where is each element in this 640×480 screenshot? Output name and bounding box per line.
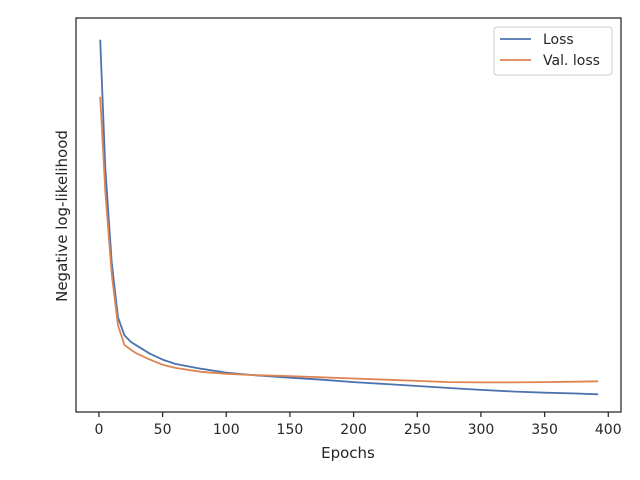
legend-label-loss: Loss [543, 32, 574, 48]
x-tick-label: 200 [340, 422, 367, 438]
x-tick-label: 100 [213, 422, 240, 438]
x-tick-label: 300 [468, 422, 495, 438]
x-axis-label: Epochs [321, 444, 375, 462]
x-tick-label: 400 [595, 422, 622, 438]
legend-label-val-loss: Val. loss [543, 53, 600, 69]
x-tick-label: 0 [94, 422, 103, 438]
plot-frame [75, 17, 622, 413]
plot-background [76, 18, 621, 412]
y-axis-label: Negative log-likelihood [53, 130, 71, 302]
x-tick-label: 350 [531, 422, 558, 438]
x-axis-ticks: 0 50 100 150 200 250 300 350 400 [94, 412, 622, 438]
series-line-val-loss [99, 96, 599, 384]
legend: Loss Val. loss [493, 26, 613, 76]
x-tick-label: 50 [154, 422, 172, 438]
x-tick-label: 150 [277, 422, 304, 438]
series-layer [99, 39, 599, 396]
x-tick-label: 250 [404, 422, 431, 438]
